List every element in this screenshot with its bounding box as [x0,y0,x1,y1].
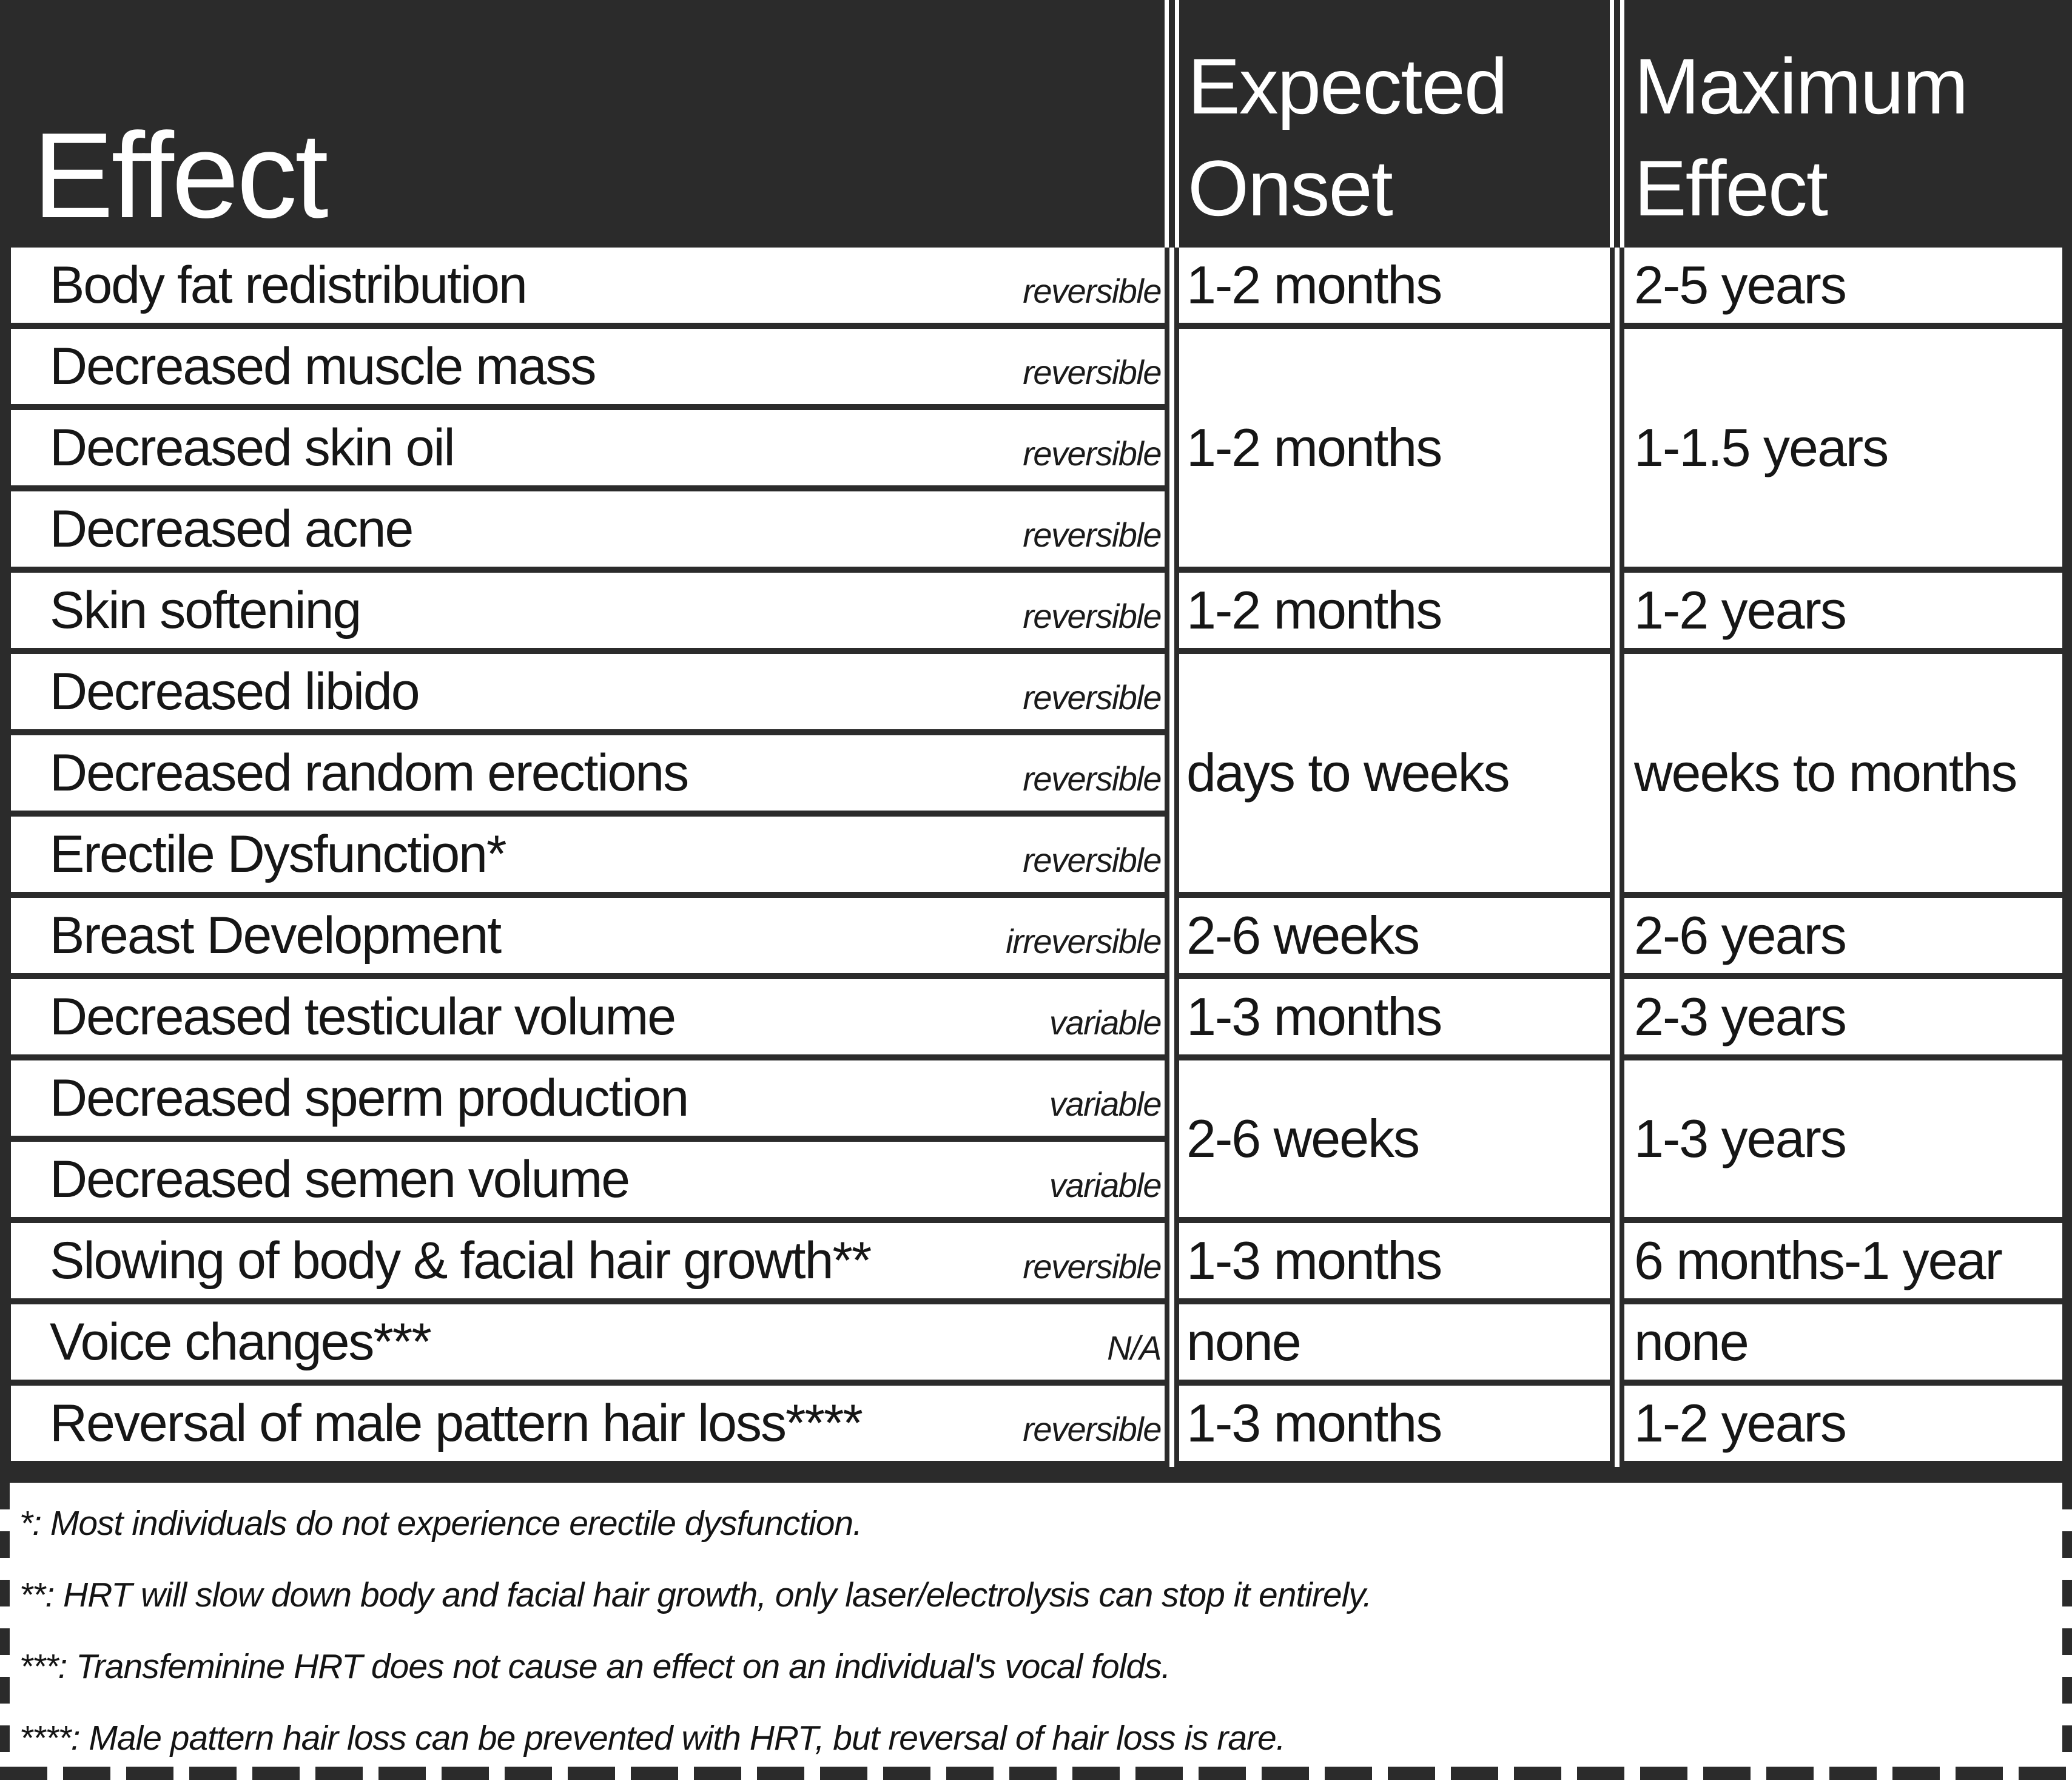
reversibility-tag: variable [1049,1003,1162,1042]
expected-onset-cell: 2-6 weeks [1179,898,1610,973]
effect-label: Decreased testicular volume [50,988,676,1046]
reversibility-tag: reversible [1023,516,1162,554]
reversibility-tag: variable [1049,1166,1162,1204]
reversibility-tag: reversible [1023,760,1162,798]
reversibility-tag: reversible [1023,272,1162,310]
table-row-effect: Slowing of body & facial hair growth** r… [11,1223,1165,1298]
reversibility-tag: irreversible [1006,922,1162,960]
column-header-expected-onset: Expected Onset [1188,42,1508,232]
column-divider [1610,248,1624,1467]
expected-onset-cell: 2-6 weeks [1179,1060,1610,1217]
expected-onset-cell: 1-2 months [1179,329,1610,567]
effect-label: Body fat redistribution [50,256,528,314]
effect-label: Decreased semen volume [50,1150,630,1209]
dashed-border-right [2062,1483,2072,1767]
table-row-effect: Decreased acne reversible [11,491,1165,567]
maximum-effect-cell: 1-3 years [1624,1060,2062,1217]
expected-onset-cell: none [1179,1304,1610,1380]
table-row-effect: Skin softening reversible [11,573,1165,648]
expected-onset-cell: 1-3 months [1179,979,1610,1054]
table-row-effect: Voice changes*** N/A [11,1304,1165,1380]
maximum-effect-cell: none [1624,1304,2062,1380]
table-row-effect: Decreased sperm production variable [11,1060,1165,1136]
effect-label: Decreased sperm production [50,1069,689,1127]
table-row-effect: Decreased testicular volume variable [11,979,1165,1054]
table-row-effect: Decreased random erections reversible [11,735,1165,811]
effect-label: Slowing of body & facial hair growth** [50,1232,872,1290]
effect-label: Decreased libido [50,662,420,721]
table-row-effect: Erectile Dysfunction* reversible [11,817,1165,892]
footnote: *: Most individuals do not experience er… [19,1504,863,1543]
column-divider-header [1610,0,1624,248]
table-row-effect: Decreased muscle mass reversible [11,329,1165,404]
reversibility-tag: reversible [1023,841,1162,879]
maximum-effect-cell: 1-2 years [1624,573,2062,648]
effect-label: Breast Development [50,906,502,965]
footnote: **: HRT will slow down body and facial h… [19,1576,1372,1614]
table-row-effect: Body fat redistribution reversible [11,248,1165,323]
effect-label: Decreased skin oil [50,419,456,477]
expected-onset-cell: days to weeks [1179,654,1610,892]
effect-label: Decreased random erections [50,744,689,802]
effect-label: Skin softening [50,581,362,639]
effect-label: Erectile Dysfunction* [50,825,506,883]
reversibility-tag: variable [1049,1085,1162,1123]
effect-label: Decreased muscle mass [50,337,597,396]
effect-label: Reversal of male pattern hair loss**** [50,1394,863,1452]
footnote: ***: Transfeminine HRT does not cause an… [19,1647,1171,1686]
reversibility-tag: reversible [1023,353,1162,391]
maximum-effect-cell: 2-5 years [1624,248,2062,323]
footnotes-box: *: Most individuals do not experience er… [0,1483,2072,1780]
effect-label: Decreased acne [50,500,414,558]
maximum-effect-cell: 2-6 years [1624,898,2062,973]
dashed-border-bottom [0,1767,2072,1780]
table-row-effect: Decreased skin oil reversible [11,410,1165,485]
column-header-effect: Effect [33,108,329,243]
column-header-maximum-effect: Maximum Effect [1634,42,1968,232]
reversibility-tag: N/A [1107,1329,1162,1367]
expected-onset-cell: 1-2 months [1179,573,1610,648]
column-divider [1165,248,1179,1467]
maximum-effect-cell: 1-1.5 years [1624,329,2062,567]
table-row-effect: Decreased semen volume variable [11,1142,1165,1217]
reversibility-tag: reversible [1023,1247,1162,1286]
footnote: ****: Male pattern hair loss can be prev… [19,1719,1286,1758]
table-row-effect: Decreased libido reversible [11,654,1165,729]
maximum-effect-cell: 2-3 years [1624,979,2062,1054]
reversibility-tag: reversible [1023,1410,1162,1448]
table-row-effect: Reversal of male pattern hair loss**** r… [11,1386,1165,1461]
maximum-effect-cell: weeks to months [1624,654,2062,892]
expected-onset-cell: 1-3 months [1179,1386,1610,1461]
effects-table: Effect Expected Onset Maximum Effect Bod… [11,0,2062,1467]
table-row-effect: Breast Development irreversible [11,898,1165,973]
reversibility-tag: reversible [1023,678,1162,716]
expected-onset-cell: 1-3 months [1179,1223,1610,1298]
maximum-effect-cell: 6 months-1 year [1624,1223,2062,1298]
expected-onset-cell: 1-2 months [1179,248,1610,323]
column-divider-header [1165,0,1179,248]
dashed-border-left [0,1483,10,1767]
effect-label: Voice changes*** [50,1313,432,1371]
reversibility-tag: reversible [1023,434,1162,473]
reversibility-tag: reversible [1023,597,1162,635]
maximum-effect-cell: 1-2 years [1624,1386,2062,1461]
